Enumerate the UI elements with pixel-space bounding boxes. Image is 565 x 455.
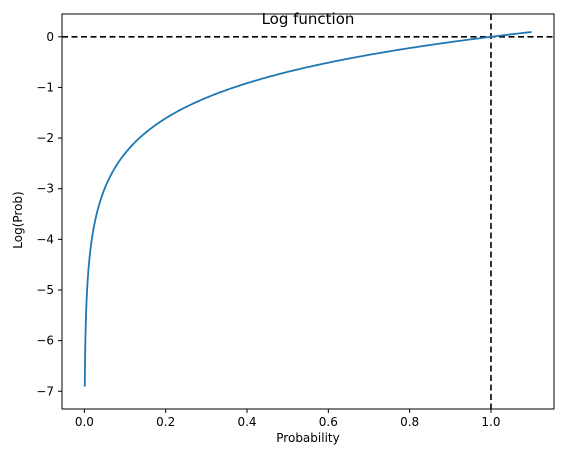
- x-axis-label: Probability: [276, 431, 339, 445]
- y-tick-label: −6: [36, 334, 54, 348]
- plot-area: [62, 14, 554, 409]
- y-tick-label: −7: [36, 384, 54, 398]
- y-tick-label: −3: [36, 182, 54, 196]
- x-axis-ticks: 0.0 0.2 0.4 0.6 0.8 1.0: [75, 409, 501, 429]
- y-axis-ticks: 0 −1 −2 −3 −4 −5 −6 −7: [36, 30, 62, 398]
- y-tick-label: −4: [36, 232, 54, 246]
- y-tick-label: −1: [36, 80, 54, 94]
- series-line-0: [83, 31, 532, 387]
- y-tick-label: −2: [36, 131, 54, 145]
- plot-frame: [61, 13, 555, 410]
- y-tick-label: −5: [36, 283, 54, 297]
- x-tick-label: 0.2: [156, 415, 175, 429]
- chart-title: Log function: [262, 10, 355, 28]
- y-axis-label: Log(Prob): [11, 191, 25, 248]
- x-tick-label: 0.4: [237, 415, 256, 429]
- y-tick-label: 0: [46, 30, 54, 44]
- x-tick-label: 0.8: [400, 415, 419, 429]
- x-tick-label: 0.0: [75, 415, 94, 429]
- x-tick-label: 0.6: [319, 415, 338, 429]
- x-tick-label: 1.0: [481, 415, 500, 429]
